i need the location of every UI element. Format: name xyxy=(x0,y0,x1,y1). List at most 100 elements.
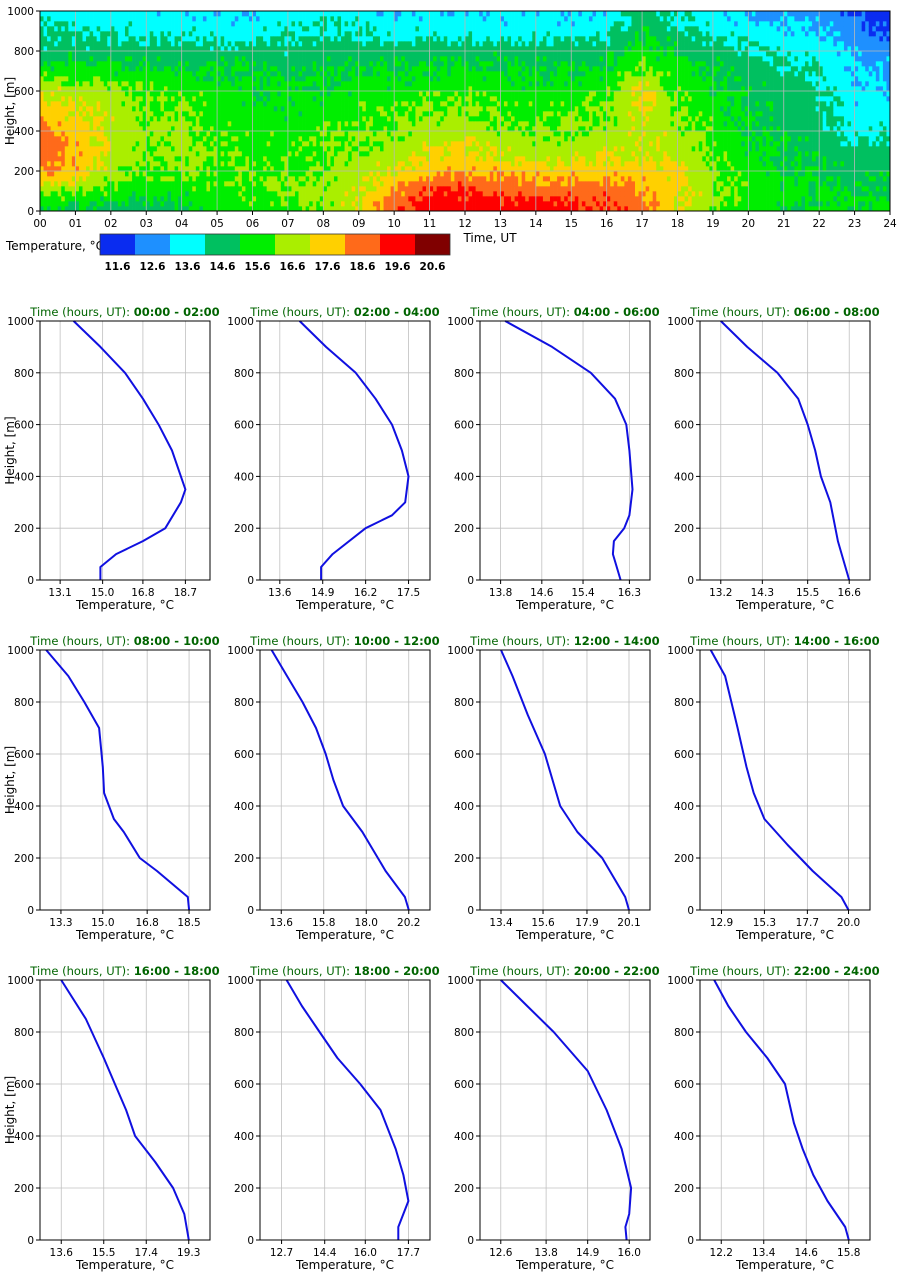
heatmap-cell xyxy=(295,86,299,92)
heatmap-cell xyxy=(305,151,310,157)
heatmap-cell xyxy=(401,66,406,72)
heatmap-cell xyxy=(415,21,420,27)
heatmap-cell xyxy=(68,141,73,147)
heatmap-cell xyxy=(394,86,399,92)
heatmap-cell xyxy=(71,151,76,157)
heatmap-cell xyxy=(319,61,324,67)
heatmap-cell xyxy=(277,126,282,132)
heatmap-cell xyxy=(436,141,441,147)
heatmap-cell xyxy=(86,96,90,102)
heatmap-cell xyxy=(160,166,165,172)
heatmap-cell xyxy=(149,36,154,42)
heatmap-cell xyxy=(415,91,420,97)
heatmap-cell xyxy=(479,36,484,42)
heatmap-cell xyxy=(348,81,353,87)
heatmap-cell xyxy=(333,86,338,92)
heatmap-cell xyxy=(206,156,211,162)
heatmap-cell xyxy=(323,116,328,122)
heatmap-cell xyxy=(333,136,338,142)
heatmap-cell xyxy=(387,171,391,177)
heatmap-cell xyxy=(192,191,197,197)
heatmap-cell xyxy=(192,91,197,97)
heatmap-cell xyxy=(351,126,356,132)
heatmap-cell xyxy=(411,176,416,182)
heatmap-cell xyxy=(54,161,59,167)
heatmap-cell xyxy=(411,126,416,132)
heatmap-cell xyxy=(117,26,122,32)
heatmap-cell xyxy=(188,106,193,112)
heatmap-cell xyxy=(457,186,462,192)
heatmap-cell xyxy=(326,76,331,82)
heatmap-cell xyxy=(387,201,391,207)
heatmap-cell xyxy=(54,136,59,142)
heatmap-cell xyxy=(358,31,363,37)
heatmap-cell xyxy=(270,206,275,212)
heatmap-cell xyxy=(61,171,66,177)
heatmap-cell xyxy=(192,76,197,82)
heatmap-cell xyxy=(64,111,69,117)
heatmap-cell xyxy=(174,191,179,197)
heatmap-cell xyxy=(107,161,112,167)
heatmap-cell xyxy=(245,21,250,27)
heatmap-cell xyxy=(82,191,87,197)
heatmap-cell xyxy=(326,21,331,27)
heatmap-cell xyxy=(330,56,335,62)
heatmap-cell xyxy=(330,21,335,27)
heatmap-cell xyxy=(454,131,459,137)
heatmap-cell xyxy=(305,176,310,182)
heatmap-cell xyxy=(210,36,214,42)
heatmap-cell xyxy=(252,71,257,77)
heatmap-cell xyxy=(408,126,413,132)
heatmap-cell xyxy=(82,81,87,87)
heatmap-cell xyxy=(440,166,445,172)
heatmap-cell xyxy=(365,146,370,152)
heatmap-cell xyxy=(107,106,112,112)
heatmap-cell xyxy=(291,41,296,47)
heatmap-cell xyxy=(146,46,151,52)
heatmap-cell xyxy=(362,51,367,57)
heatmap-cell xyxy=(185,141,190,147)
heatmap-cell xyxy=(224,41,229,47)
heatmap-cell xyxy=(86,11,90,17)
heatmap-cell xyxy=(206,41,211,47)
heatmap-cell xyxy=(440,36,445,42)
heatmap-cell xyxy=(149,51,154,57)
heatmap-cell xyxy=(433,41,438,47)
heatmap-cell xyxy=(337,191,342,197)
heatmap-cell xyxy=(86,136,90,142)
heatmap-cell xyxy=(195,196,200,202)
heatmap-cell xyxy=(330,181,335,187)
heatmap-cell xyxy=(86,116,90,122)
heatmap-cell xyxy=(135,171,140,177)
heatmap-cell xyxy=(369,11,374,17)
heatmap-cell xyxy=(213,111,218,117)
heatmap-cell xyxy=(181,156,186,162)
heatmap-cell xyxy=(273,11,278,17)
heatmap-cell xyxy=(358,51,363,57)
heatmap-cell xyxy=(273,46,278,52)
heatmap-cell xyxy=(465,36,469,42)
heatmap-cell xyxy=(344,71,349,77)
heatmap-cell xyxy=(365,11,370,17)
heatmap-cell xyxy=(213,36,218,42)
heatmap-cell xyxy=(355,46,360,52)
heatmap-cell xyxy=(390,196,395,202)
heatmap-cell xyxy=(426,171,430,177)
heatmap-cell xyxy=(241,81,246,87)
heatmap-cell xyxy=(82,136,87,142)
heatmap-cell xyxy=(149,21,154,27)
heatmap-cell xyxy=(206,11,211,17)
heatmap-cell xyxy=(75,116,80,122)
heatmap-cell xyxy=(397,156,402,162)
heatmap-cell xyxy=(404,66,409,72)
heatmap-cell xyxy=(408,66,413,72)
heatmap-cell xyxy=(376,66,381,72)
heatmap-cell xyxy=(295,186,299,192)
heatmap-cell xyxy=(284,91,289,97)
heatmap-cell xyxy=(192,36,197,42)
heatmap-cell xyxy=(408,136,413,142)
heatmap-cell xyxy=(78,111,83,117)
heatmap-cell xyxy=(202,56,207,62)
heatmap-cell xyxy=(259,201,264,207)
heatmap-cell xyxy=(206,191,211,197)
